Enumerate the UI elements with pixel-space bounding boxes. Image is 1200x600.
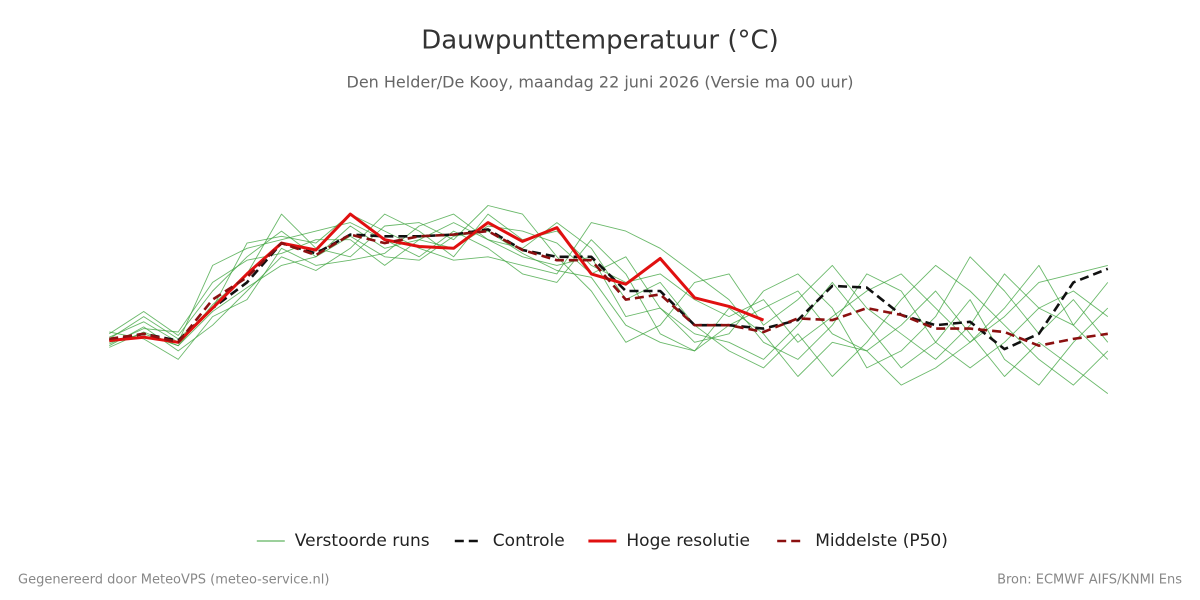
ensemble-line (109, 213, 1109, 369)
footer-right: Bron: ECMWF AIFS/KNMI Ens (997, 573, 1182, 588)
footer-left: Gegenereerd door MeteoVPS (meteo-service… (18, 573, 329, 588)
ensemble-line (109, 222, 1109, 386)
legend-label: Hoge resolutie (626, 531, 750, 551)
legend-label: Controle (493, 531, 565, 551)
legend-label: Verstoorde runs (295, 531, 430, 551)
chart-subtitle: Den Helder/De Kooy, maandag 22 juni 2026… (347, 73, 854, 92)
legend-label: Middelste (P50) (815, 531, 948, 551)
ensemble-line (109, 230, 1109, 386)
ensemble-line (109, 222, 1109, 394)
series-line (109, 212, 765, 344)
chart-title: Dauwpunttemperatuur (°C) (421, 26, 779, 56)
ensemble-line (109, 225, 1109, 369)
series-line (109, 229, 1108, 347)
ensemble-line (109, 205, 1109, 360)
